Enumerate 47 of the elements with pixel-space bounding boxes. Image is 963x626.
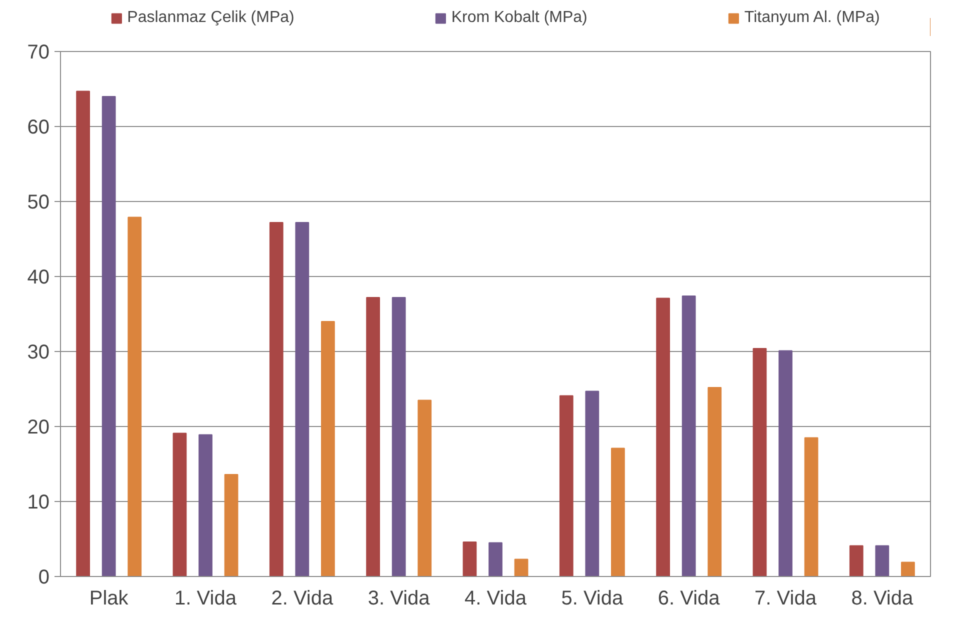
x-tick-label: 3. Vida — [368, 588, 431, 610]
bar — [611, 448, 625, 576]
x-tick-label: 6. Vida — [658, 588, 721, 610]
bar — [778, 350, 792, 576]
x-tick-label: 8. Vida — [851, 588, 914, 610]
legend-label: Titanyum Al. (MPa) — [744, 9, 880, 27]
bar — [514, 558, 528, 576]
bar — [462, 542, 477, 576]
bar — [708, 387, 722, 576]
bar — [128, 216, 142, 576]
bar — [804, 437, 818, 576]
bar — [224, 474, 238, 576]
bar — [76, 90, 90, 576]
y-tick-label: 0 — [38, 566, 50, 588]
bar — [559, 395, 574, 576]
y-tick-label: 60 — [27, 116, 50, 138]
bar — [418, 400, 432, 576]
y-tick-label: 70 — [27, 42, 50, 64]
bar — [656, 298, 670, 576]
bar — [488, 542, 502, 576]
bar — [752, 348, 767, 576]
y-tick-label: 10 — [27, 492, 50, 514]
bar — [269, 222, 284, 576]
bar — [849, 545, 864, 576]
x-tick-label: 4. Vida — [464, 588, 528, 610]
bar — [295, 222, 310, 576]
bar — [682, 296, 696, 576]
bar — [901, 562, 915, 576]
x-tick-label: 2. Vida — [271, 588, 334, 610]
bar — [172, 432, 187, 576]
bar — [585, 390, 600, 576]
y-tick-label: 20 — [27, 416, 50, 438]
bar — [875, 545, 890, 576]
bar — [392, 297, 406, 576]
x-tick-label: 7. Vida — [754, 588, 818, 610]
x-tick-label: 1. Vida — [174, 588, 238, 610]
y-tick-label: 50 — [27, 192, 50, 214]
bar — [102, 96, 116, 576]
y-tick-label: 40 — [27, 266, 50, 288]
legend-label: Paslanmaz Çelik (MPa) — [127, 9, 294, 27]
x-tick-label: Plak — [89, 588, 130, 610]
bar — [366, 297, 380, 576]
bar — [198, 434, 212, 576]
y-tick-label: 30 — [27, 342, 50, 364]
bar — [321, 321, 335, 576]
legend-label: Krom Kobalt (MPa) — [451, 9, 588, 27]
x-tick-label: 5. Vida — [561, 588, 624, 610]
